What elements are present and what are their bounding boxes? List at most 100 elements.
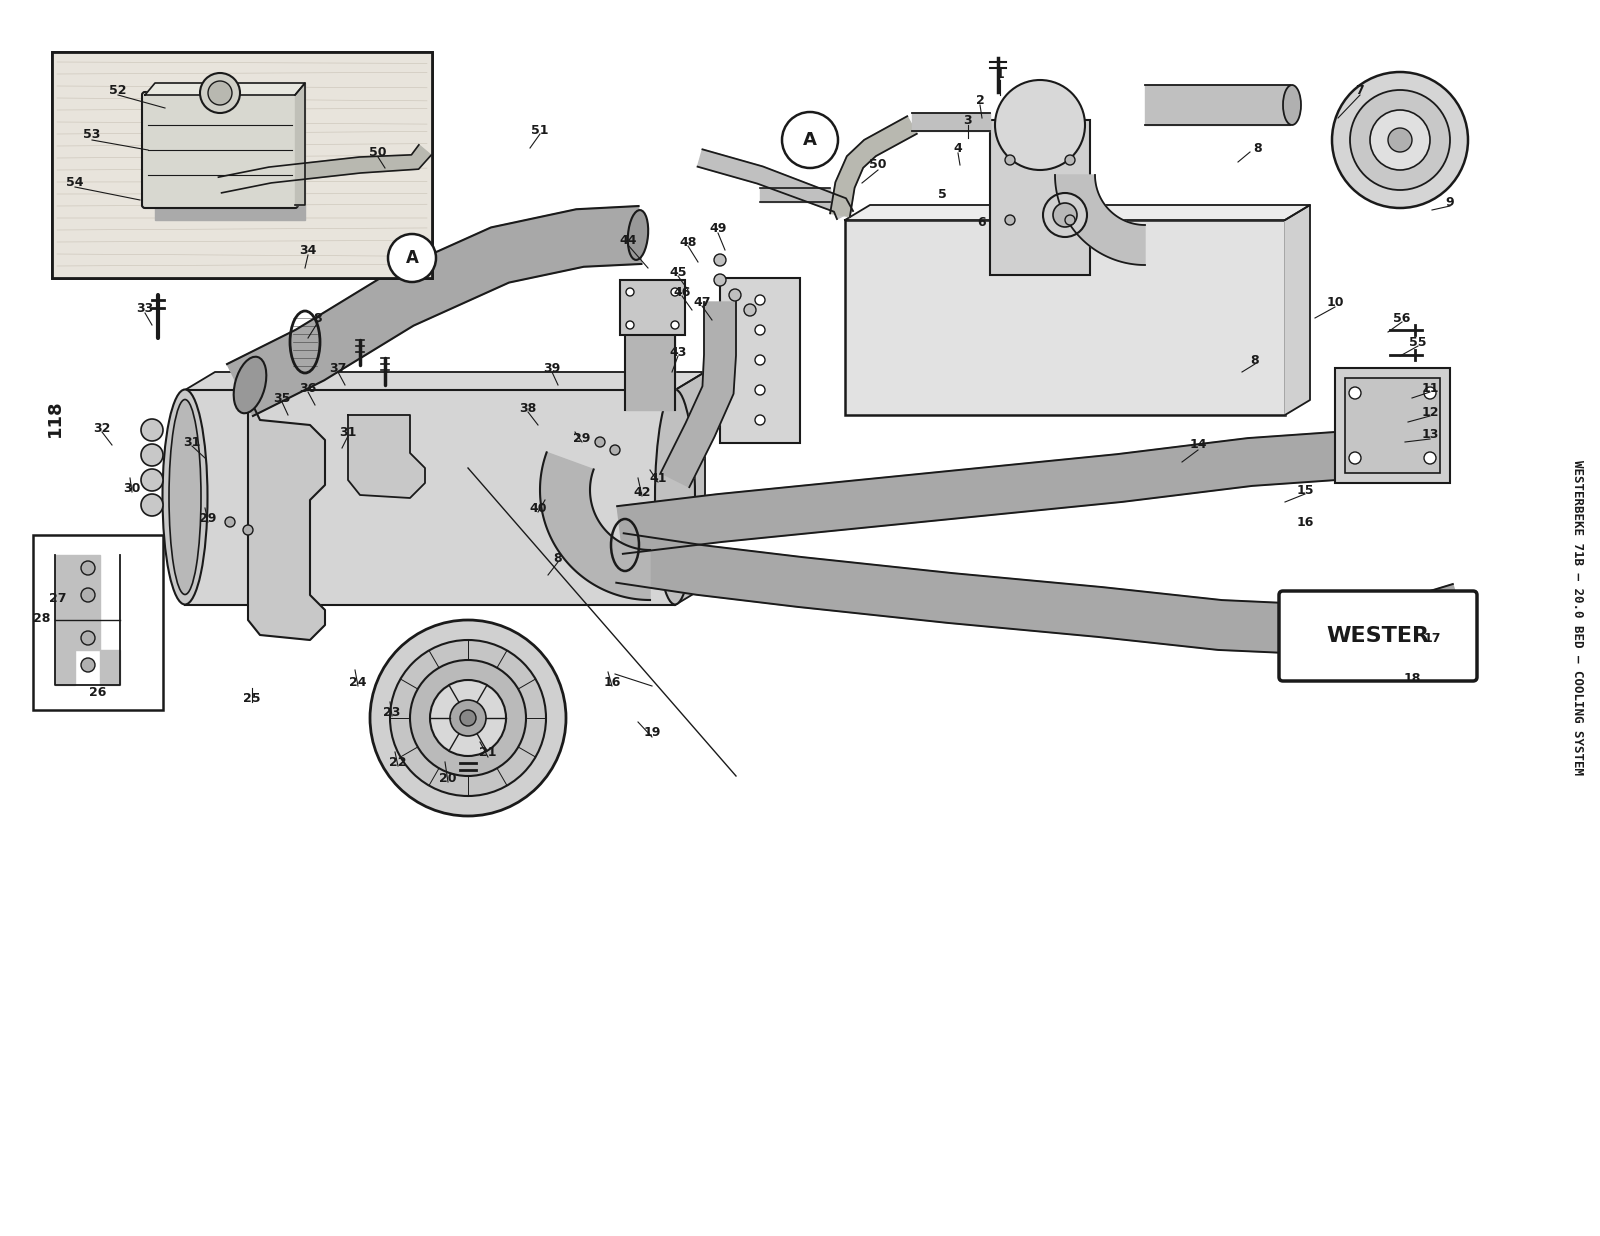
Bar bbox=[51, 52, 432, 278]
Polygon shape bbox=[294, 83, 306, 205]
Circle shape bbox=[243, 525, 253, 535]
Polygon shape bbox=[1146, 85, 1290, 125]
Text: 15: 15 bbox=[1296, 483, 1314, 497]
Circle shape bbox=[387, 234, 435, 282]
Polygon shape bbox=[830, 116, 917, 216]
Circle shape bbox=[1349, 387, 1362, 399]
Polygon shape bbox=[146, 83, 306, 95]
Text: 45: 45 bbox=[669, 266, 686, 278]
Text: 43: 43 bbox=[669, 346, 686, 358]
Text: 26: 26 bbox=[90, 686, 107, 698]
Text: 18: 18 bbox=[1403, 671, 1421, 685]
Circle shape bbox=[141, 444, 163, 466]
Bar bbox=[1334, 368, 1450, 483]
Text: 29: 29 bbox=[573, 431, 590, 445]
Bar bbox=[621, 281, 685, 335]
Circle shape bbox=[1005, 154, 1014, 164]
Polygon shape bbox=[616, 533, 1467, 655]
Text: 38: 38 bbox=[520, 402, 536, 414]
Text: 14: 14 bbox=[1189, 439, 1206, 451]
Circle shape bbox=[1066, 215, 1075, 225]
Bar bbox=[1346, 378, 1440, 473]
Circle shape bbox=[670, 321, 678, 329]
Circle shape bbox=[390, 640, 546, 796]
Circle shape bbox=[1349, 452, 1362, 464]
Text: 50: 50 bbox=[869, 158, 886, 172]
Circle shape bbox=[755, 384, 765, 396]
Text: 10: 10 bbox=[1326, 295, 1344, 309]
Polygon shape bbox=[698, 150, 853, 219]
Text: WESTERBEKE 71B — 20.0 BED — COOLING SYSTEM: WESTERBEKE 71B — 20.0 BED — COOLING SYST… bbox=[1571, 461, 1584, 775]
Polygon shape bbox=[845, 205, 1310, 220]
Bar bbox=[990, 120, 1090, 274]
Text: 34: 34 bbox=[299, 243, 317, 257]
FancyBboxPatch shape bbox=[142, 91, 298, 208]
Text: 44: 44 bbox=[619, 234, 637, 246]
Circle shape bbox=[744, 304, 757, 316]
Ellipse shape bbox=[234, 357, 266, 413]
Text: 48: 48 bbox=[680, 236, 696, 248]
Text: 8: 8 bbox=[314, 311, 322, 325]
Text: 55: 55 bbox=[1410, 335, 1427, 349]
Text: 36: 36 bbox=[299, 382, 317, 394]
Circle shape bbox=[1350, 90, 1450, 190]
Bar bbox=[720, 278, 800, 442]
Ellipse shape bbox=[654, 389, 694, 604]
Circle shape bbox=[370, 620, 566, 816]
Circle shape bbox=[82, 658, 94, 672]
Circle shape bbox=[1424, 387, 1437, 399]
Polygon shape bbox=[1054, 176, 1146, 265]
Circle shape bbox=[410, 660, 526, 776]
Circle shape bbox=[1043, 193, 1086, 237]
Text: 7: 7 bbox=[1355, 84, 1365, 96]
Circle shape bbox=[730, 289, 741, 302]
Polygon shape bbox=[675, 372, 706, 604]
Text: 53: 53 bbox=[83, 129, 101, 141]
Circle shape bbox=[714, 274, 726, 286]
Text: 17: 17 bbox=[1424, 632, 1440, 644]
Bar bbox=[186, 391, 675, 604]
Circle shape bbox=[1370, 110, 1430, 171]
Polygon shape bbox=[760, 188, 830, 201]
Text: 8: 8 bbox=[1251, 353, 1259, 367]
Circle shape bbox=[595, 438, 605, 447]
Polygon shape bbox=[227, 206, 642, 417]
Text: 12: 12 bbox=[1421, 405, 1438, 419]
Text: 56: 56 bbox=[1394, 311, 1411, 325]
Text: 32: 32 bbox=[93, 421, 110, 435]
Ellipse shape bbox=[627, 210, 648, 260]
Text: 25: 25 bbox=[243, 691, 261, 705]
Text: 13: 13 bbox=[1421, 429, 1438, 441]
Text: 33: 33 bbox=[136, 302, 154, 314]
Text: 8: 8 bbox=[554, 551, 562, 565]
Polygon shape bbox=[186, 372, 706, 391]
Text: 30: 30 bbox=[123, 482, 141, 494]
Text: 8: 8 bbox=[1254, 141, 1262, 154]
Circle shape bbox=[755, 295, 765, 305]
Circle shape bbox=[1053, 203, 1077, 227]
Text: 3: 3 bbox=[963, 114, 973, 126]
Text: 50: 50 bbox=[370, 146, 387, 158]
Circle shape bbox=[82, 561, 94, 575]
Circle shape bbox=[461, 709, 477, 726]
Circle shape bbox=[755, 415, 765, 425]
Circle shape bbox=[1389, 129, 1413, 152]
Text: 31: 31 bbox=[184, 435, 200, 449]
Text: 27: 27 bbox=[50, 592, 67, 604]
Polygon shape bbox=[349, 415, 426, 498]
Text: 40: 40 bbox=[530, 502, 547, 514]
Bar bbox=[51, 52, 432, 278]
Ellipse shape bbox=[170, 399, 202, 595]
Bar bbox=[51, 52, 432, 278]
Text: 51: 51 bbox=[531, 124, 549, 136]
Text: A: A bbox=[803, 131, 818, 150]
Text: 20: 20 bbox=[440, 771, 456, 785]
Polygon shape bbox=[248, 396, 325, 640]
Text: 118: 118 bbox=[46, 399, 64, 436]
Circle shape bbox=[82, 588, 94, 602]
Polygon shape bbox=[541, 452, 650, 599]
Ellipse shape bbox=[163, 389, 208, 604]
Text: 22: 22 bbox=[389, 755, 406, 769]
Text: WESTER: WESTER bbox=[1326, 625, 1429, 646]
Polygon shape bbox=[618, 431, 1352, 554]
